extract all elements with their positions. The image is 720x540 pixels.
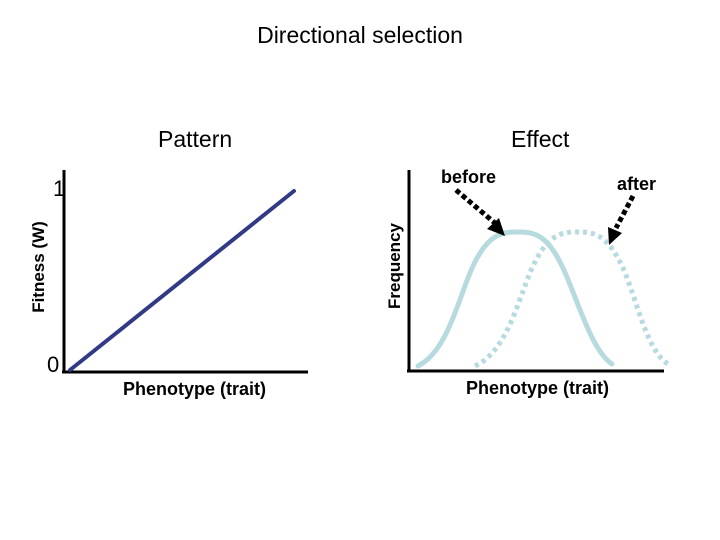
- fitness-tick-bottom: 0: [47, 352, 60, 377]
- frequency-axis-label: Frequency: [385, 223, 404, 309]
- fitness-line: [68, 189, 296, 372]
- before-label: before: [441, 167, 497, 187]
- pattern-x-axis-label: Phenotype (trait): [123, 379, 267, 399]
- fitness-tick-top: 1: [53, 176, 66, 201]
- effect-heading: Effect: [511, 126, 570, 152]
- after-arrow: [608, 194, 636, 245]
- fitness-axis-label: Fitness (W): [29, 221, 48, 313]
- pattern-heading: Pattern: [158, 126, 233, 152]
- after-distribution-curve: [473, 229, 670, 369]
- after-label: after: [617, 174, 657, 194]
- effect-x-axis-label: Phenotype (trait): [466, 378, 610, 398]
- before-distribution-curve: [415, 229, 615, 369]
- diagram-title: Directional selection: [257, 22, 463, 48]
- before-arrow: [454, 188, 505, 236]
